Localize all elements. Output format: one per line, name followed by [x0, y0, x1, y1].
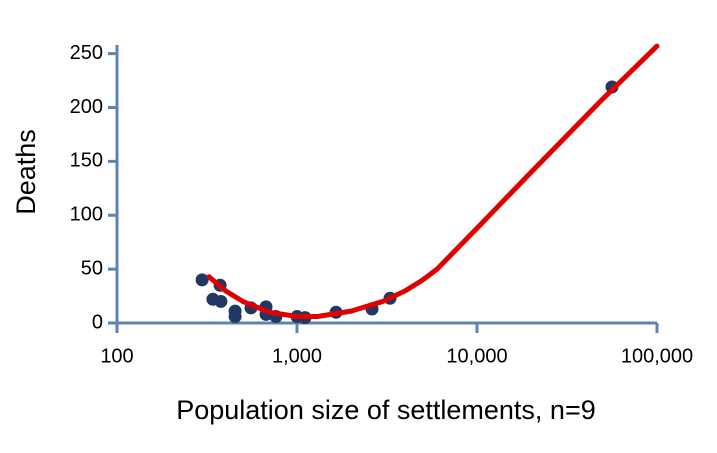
data-point: [228, 310, 242, 324]
x-tick-label: 10,000: [446, 345, 507, 367]
data-point: [195, 273, 209, 287]
x-tick-label: 1,000: [272, 345, 322, 367]
x-tick-label: 100,000: [621, 345, 693, 367]
y-axis-label: Deaths: [11, 129, 41, 215]
x-tick-label: 100: [100, 345, 133, 367]
y-tick-label: 200: [70, 96, 103, 118]
y-tick-label: 100: [70, 204, 103, 226]
fit-line: [206, 43, 660, 319]
y-tick-label: 0: [92, 311, 103, 333]
y-tick-label: 50: [81, 257, 103, 279]
y-tick-label: 250: [70, 42, 103, 64]
data-point: [214, 294, 228, 308]
y-tick-label: 150: [70, 150, 103, 172]
x-axis-label: Population size of settlements, n=9: [176, 395, 596, 425]
